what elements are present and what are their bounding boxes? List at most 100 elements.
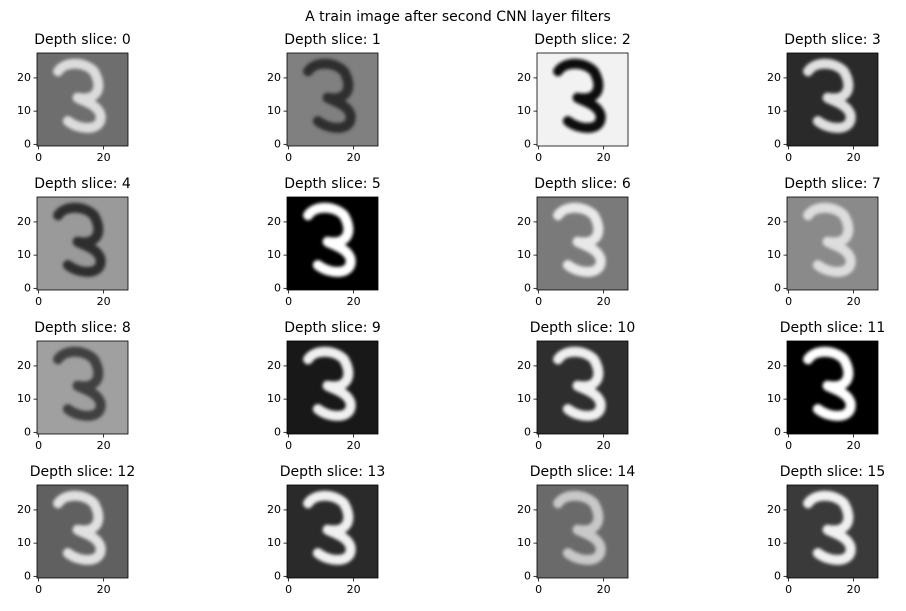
x-tick-label: 20 — [597, 439, 611, 452]
subplot-title: Depth slice: 0 — [34, 32, 131, 48]
subplot-title: Depth slice: 9 — [284, 320, 381, 336]
axes-frame — [536, 484, 629, 579]
y-tick-label: 0 — [524, 137, 531, 150]
y-tick-label: 0 — [24, 425, 31, 438]
image — [787, 197, 878, 290]
digit-stroke — [53, 58, 106, 133]
axes-frame — [536, 52, 629, 147]
subplot-title: Depth slice: 11 — [780, 320, 885, 336]
x-tick-label: 20 — [347, 151, 361, 164]
y-tick-label: 0 — [774, 569, 781, 582]
digit-stroke — [53, 490, 106, 565]
y-tick-label: 20 — [517, 215, 531, 228]
image — [287, 341, 378, 434]
y-tick-label: 0 — [24, 137, 31, 150]
y-tick-label: 0 — [274, 425, 281, 438]
digit-stroke — [803, 202, 856, 277]
y-tick-label: 20 — [267, 215, 281, 228]
image — [537, 53, 628, 146]
x-tick-label: 0 — [35, 583, 42, 596]
y-tick-label: 0 — [774, 425, 781, 438]
y-tick-label: 10 — [267, 104, 281, 117]
y-tick-label: 20 — [767, 503, 781, 516]
x-tick-label: 0 — [785, 151, 792, 164]
y-tick-label: 0 — [24, 281, 31, 294]
x-tick-label: 0 — [785, 439, 792, 452]
y-tick-label: 0 — [24, 569, 31, 582]
image — [537, 485, 628, 578]
axes-frame — [786, 340, 879, 435]
axes-frame — [36, 52, 129, 147]
subplot-title: Depth slice: 15 — [780, 464, 885, 480]
y-tick-label: 10 — [17, 248, 31, 261]
x-tick-label: 0 — [535, 583, 542, 596]
axes-frame — [786, 196, 879, 291]
digit-stroke — [303, 202, 356, 277]
image — [287, 485, 378, 578]
digit-stroke — [303, 490, 356, 565]
y-tick-label: 10 — [267, 392, 281, 405]
y-tick-label: 20 — [267, 359, 281, 372]
x-tick-label: 0 — [35, 439, 42, 452]
digit-stroke — [53, 346, 106, 421]
y-tick-label: 20 — [517, 359, 531, 372]
subplot-title: Depth slice: 13 — [280, 464, 385, 480]
x-tick-label: 20 — [847, 295, 861, 308]
y-tick-label: 20 — [17, 71, 31, 84]
digit-stroke — [803, 346, 856, 421]
image — [37, 485, 128, 578]
x-tick-label: 20 — [597, 295, 611, 308]
image — [787, 485, 878, 578]
y-tick-label: 20 — [767, 71, 781, 84]
y-tick-label: 20 — [267, 503, 281, 516]
y-tick-label: 10 — [517, 248, 531, 261]
x-tick-label: 20 — [347, 583, 361, 596]
axes-frame — [36, 484, 129, 579]
x-tick-label: 0 — [285, 583, 292, 596]
y-tick-label: 10 — [517, 536, 531, 549]
y-tick-label: 20 — [517, 503, 531, 516]
y-tick-label: 10 — [767, 536, 781, 549]
x-tick-label: 20 — [847, 583, 861, 596]
y-tick-label: 0 — [274, 281, 281, 294]
x-tick-label: 20 — [97, 151, 111, 164]
figure-title: A train image after second CNN layer fil… — [305, 9, 611, 25]
axes-frame — [36, 340, 129, 435]
subplot-title: Depth slice: 6 — [534, 176, 631, 192]
x-tick-label: 0 — [285, 439, 292, 452]
y-tick-label: 0 — [524, 569, 531, 582]
x-tick-label: 20 — [847, 439, 861, 452]
y-tick-label: 0 — [774, 137, 781, 150]
digit-stroke — [803, 58, 856, 133]
x-tick-label: 20 — [347, 439, 361, 452]
x-tick-label: 20 — [347, 295, 361, 308]
y-tick-label: 10 — [517, 104, 531, 117]
x-tick-label: 20 — [597, 583, 611, 596]
digit-stroke — [53, 202, 106, 277]
y-tick-label: 10 — [267, 248, 281, 261]
image — [787, 341, 878, 434]
subplot-title: Depth slice: 3 — [784, 32, 881, 48]
axes-frame — [286, 484, 379, 579]
subplot-title: Depth slice: 2 — [534, 32, 631, 48]
y-tick-label: 10 — [17, 392, 31, 405]
x-tick-label: 0 — [35, 151, 42, 164]
x-tick-label: 0 — [285, 295, 292, 308]
x-tick-label: 20 — [97, 583, 111, 596]
axes-frame — [286, 196, 379, 291]
y-tick-label: 20 — [17, 503, 31, 516]
x-tick-label: 0 — [285, 151, 292, 164]
digit-stroke — [553, 490, 606, 565]
axes-frame — [286, 52, 379, 147]
image — [37, 341, 128, 434]
y-tick-label: 10 — [17, 536, 31, 549]
image — [537, 197, 628, 290]
digit-stroke — [553, 346, 606, 421]
x-tick-label: 20 — [97, 295, 111, 308]
digit-stroke — [303, 58, 356, 133]
x-tick-label: 20 — [847, 151, 861, 164]
digit-stroke — [553, 202, 606, 277]
y-tick-label: 10 — [767, 392, 781, 405]
y-tick-label: 10 — [267, 536, 281, 549]
axes-frame — [36, 196, 129, 291]
